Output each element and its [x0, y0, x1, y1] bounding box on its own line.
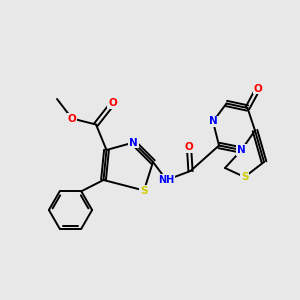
Text: N: N	[208, 116, 217, 127]
Text: S: S	[241, 172, 248, 182]
Text: O: O	[254, 83, 262, 94]
Text: NH: NH	[158, 175, 175, 185]
Text: O: O	[68, 113, 76, 124]
Text: O: O	[108, 98, 117, 109]
Text: N: N	[129, 137, 138, 148]
Text: S: S	[140, 185, 148, 196]
Text: N: N	[237, 145, 246, 155]
Text: O: O	[184, 142, 194, 152]
